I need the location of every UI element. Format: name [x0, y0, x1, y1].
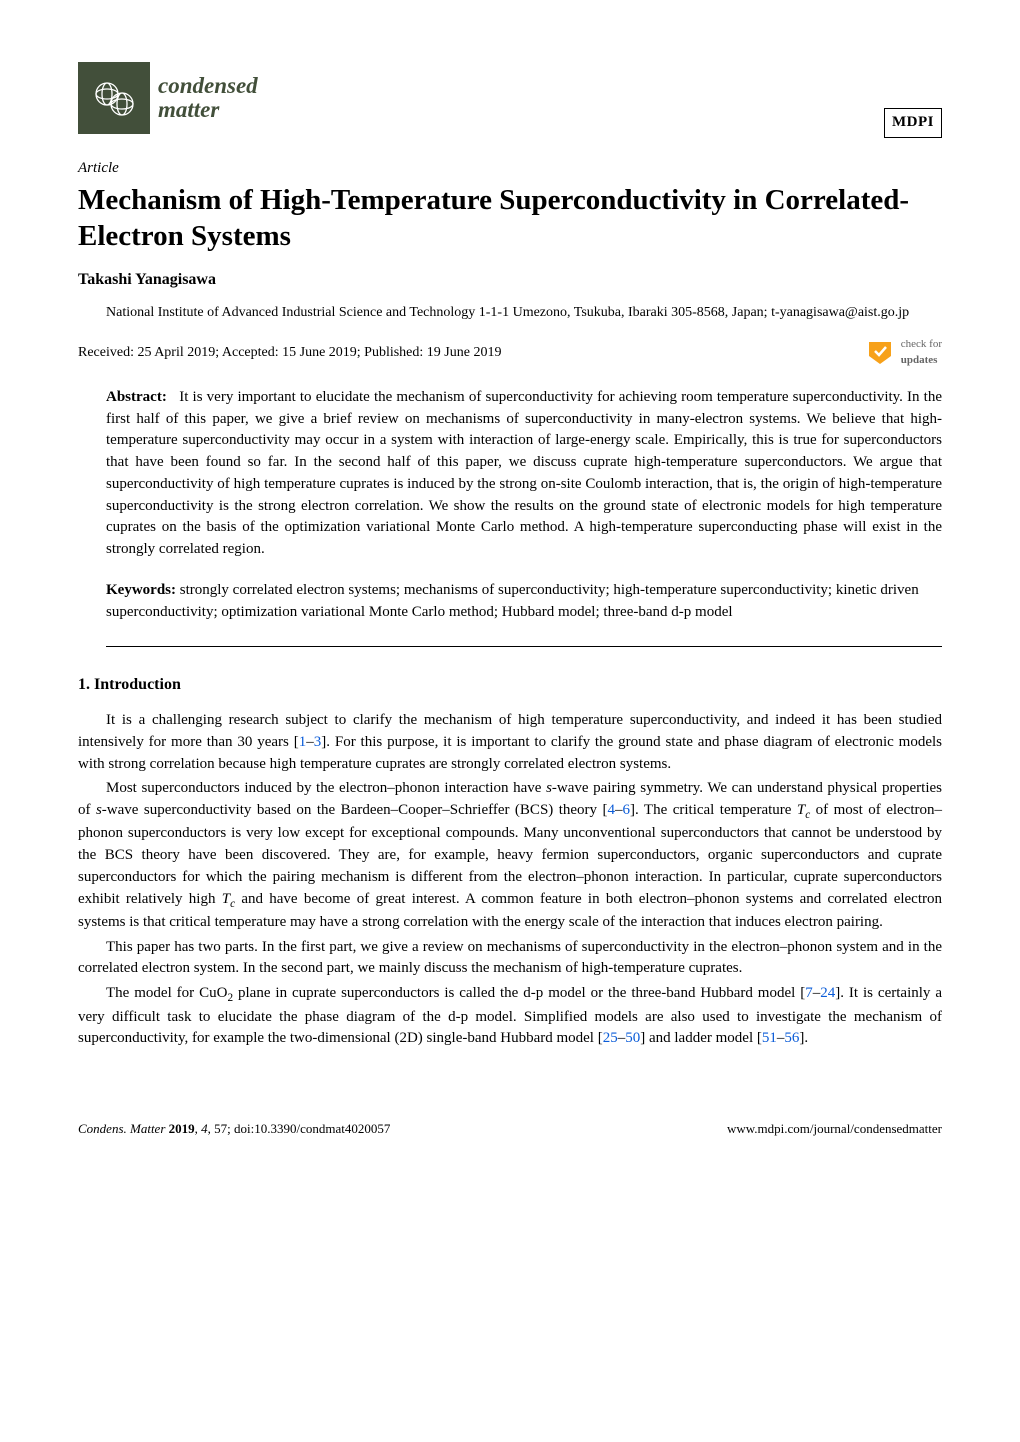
check-updates-badge[interactable]: check for updates [865, 337, 942, 369]
journal-name-line1: condensed [158, 74, 258, 98]
page-footer: Condens. Matter 2019, 4, 57; doi:10.3390… [78, 1120, 942, 1139]
citation-link[interactable]: 6 [623, 802, 631, 818]
citation-link[interactable]: 4 [608, 802, 616, 818]
divider [106, 646, 942, 647]
abstract-label: Abstract: [106, 389, 167, 405]
citation-link[interactable]: 50 [625, 1030, 640, 1046]
keywords-text: strongly correlated electron systems; me… [106, 582, 919, 621]
logo-square-icon [78, 62, 150, 134]
journal-name: condensed matter [158, 74, 258, 122]
citation-link[interactable]: 56 [784, 1030, 799, 1046]
check-updates-text: check for updates [901, 337, 942, 369]
author-name: Takashi Yanagisawa [78, 268, 942, 291]
article-type-label: Article [78, 158, 942, 180]
keywords-label: Keywords: [106, 582, 176, 598]
publication-dates: Received: 25 April 2019; Accepted: 15 Ju… [78, 343, 501, 363]
abstract-text: It is very important to elucidate the me… [106, 389, 942, 557]
journal-name-line2: matter [158, 98, 258, 122]
citation-link[interactable]: 7 [805, 985, 813, 1001]
section-1-heading: 1. Introduction [78, 673, 942, 696]
citation-link[interactable]: 51 [762, 1030, 777, 1046]
footer-citation: Condens. Matter 2019, 4, 57; doi:10.3390… [78, 1120, 390, 1139]
article-title: Mechanism of High-Temperature Supercondu… [78, 182, 942, 255]
check-updates-icon [865, 338, 895, 368]
intro-para-3: This paper has two parts. In the first p… [78, 937, 942, 981]
intro-para-2: Most superconductors induced by the elec… [78, 778, 942, 933]
dates-row: Received: 25 April 2019; Accepted: 15 Ju… [78, 337, 942, 369]
keywords-block: Keywords: strongly correlated electron s… [106, 579, 942, 624]
publisher-logo: MDPI [884, 108, 942, 138]
check-updates-line2: updates [901, 353, 942, 369]
page-header: condensed matter MDPI [78, 62, 942, 134]
intro-para-1: It is a challenging research subject to … [78, 710, 942, 775]
journal-logo: condensed matter [78, 62, 258, 134]
check-updates-line1: check for [901, 337, 942, 353]
citation-link[interactable]: 25 [603, 1030, 618, 1046]
author-affiliation: National Institute of Advanced Industria… [106, 303, 942, 323]
intro-para-4: The model for CuO2 plane in cuprate supe… [78, 983, 942, 1050]
abstract-block: Abstract: It is very important to elucid… [106, 387, 942, 561]
footer-url[interactable]: www.mdpi.com/journal/condensedmatter [727, 1120, 942, 1139]
citation-link[interactable]: 24 [820, 985, 835, 1001]
